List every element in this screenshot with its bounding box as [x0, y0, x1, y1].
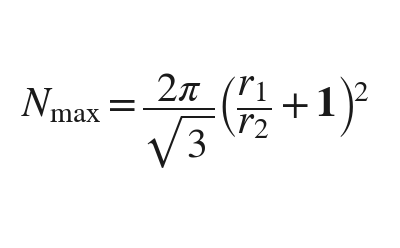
Text: $N_{\mathrm{max}} = \dfrac{2\pi}{\sqrt{3}}\left(\dfrac{r_1}{r_2}+\mathbf{1}\righ: $N_{\mathrm{max}} = \dfrac{2\pi}{\sqrt{3… — [22, 72, 370, 171]
